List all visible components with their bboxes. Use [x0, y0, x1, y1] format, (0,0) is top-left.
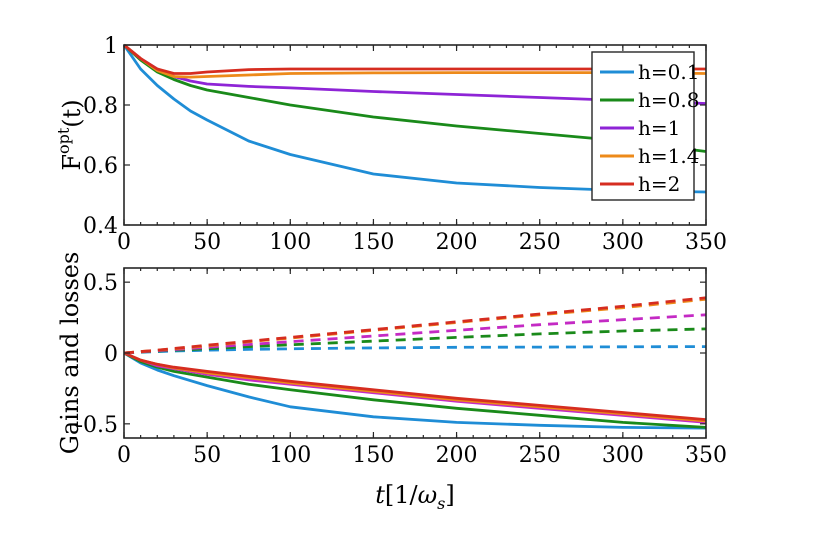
fidelity-ticks: 0 50 100 150 200 250 300 350 0.4 0.6 0.8 1 [83, 34, 727, 255]
gains-losses-line-h-0-1-losses [123, 351, 707, 430]
gains-losses-line-h-0-8-gains [123, 327, 707, 355]
legend-label-h-2: h=2 [638, 172, 680, 196]
gains-losses-y-axis-label: Gains and losses [56, 252, 84, 455]
fidelity-y-tick-label: 0.8 [83, 94, 118, 119]
legend-label-h-1-4: h=1.4 [638, 144, 699, 168]
gains-losses-x-tick-label: 100 [269, 443, 311, 468]
fidelity-series-group [122, 43, 707, 194]
legend-box [591, 51, 695, 201]
fidelity-y-tick-label: 0.6 [83, 154, 118, 179]
fidelity-x-tick-label: 350 [685, 230, 727, 255]
gains-losses-x-tick-label: 0 [117, 443, 131, 468]
gains-losses-line-h-2-losses [123, 351, 707, 421]
fidelity-plot-frame [123, 44, 707, 226]
fidelity-x-tick-label: 50 [193, 230, 221, 255]
fidelity-y-tick-label: 0.4 [83, 214, 118, 239]
gains-losses-x-tick-label: 250 [519, 443, 561, 468]
fidelity-x-tick-label: 100 [269, 230, 311, 255]
gains-losses-panel: 0 50 100 150 200 250 300 350 -0.5 0 0.5 Gains and … [56, 252, 727, 513]
gains-losses-x-tick-label: 200 [436, 443, 478, 468]
fidelity-x-tick-label: 0 [117, 230, 131, 255]
gains-losses-y-tick-label: 0.5 [83, 271, 118, 296]
fidelity-line-h-1-4 [123, 43, 707, 79]
fidelity-line-h-2 [123, 43, 706, 75]
gains-losses-line-h-0-1-gains [123, 345, 707, 355]
gains-losses-y-tick-label: -0.5 [76, 413, 118, 438]
fidelity-y-axis-label: Fopt(t) [54, 99, 86, 170]
fidelity-x-tick-label: 300 [602, 230, 644, 255]
legend-label-h-0-1: h=0.1 [638, 60, 699, 84]
gains-losses-ticks: 0 50 100 150 200 250 300 350 -0.5 0 0.5 [76, 268, 727, 468]
gains-losses-x-tick-label: 350 [685, 443, 727, 468]
legend: h=0.1 h=0.8 h=1 h=1.4 h=2 [591, 51, 699, 201]
gains-losses-y-tick-label: 0 [104, 342, 118, 367]
gains-losses-line-h-2-gains [123, 296, 707, 355]
gains-losses-series-group [123, 296, 707, 430]
gains-losses-x-tick-label: 150 [352, 443, 394, 468]
gains-losses-line-h-1-gains [123, 313, 707, 355]
fidelity-line-h-0-1 [122, 44, 707, 194]
fidelity-x-tick-label: 200 [436, 230, 478, 255]
fidelity-x-tick-label: 150 [352, 230, 394, 255]
time-x-axis-label: t[1/ωs] [375, 481, 455, 513]
legend-label-h-0-8: h=0.8 [638, 88, 699, 112]
fidelity-x-tick-label: 250 [519, 230, 561, 255]
fidelity-line-h-0-8 [123, 43, 707, 153]
legend-label-h-1: h=1 [638, 116, 680, 140]
fidelity-y-tick-label: 1 [104, 34, 118, 59]
gains-losses-x-tick-label: 50 [193, 443, 221, 468]
gains-losses-x-tick-label: 300 [602, 443, 644, 468]
